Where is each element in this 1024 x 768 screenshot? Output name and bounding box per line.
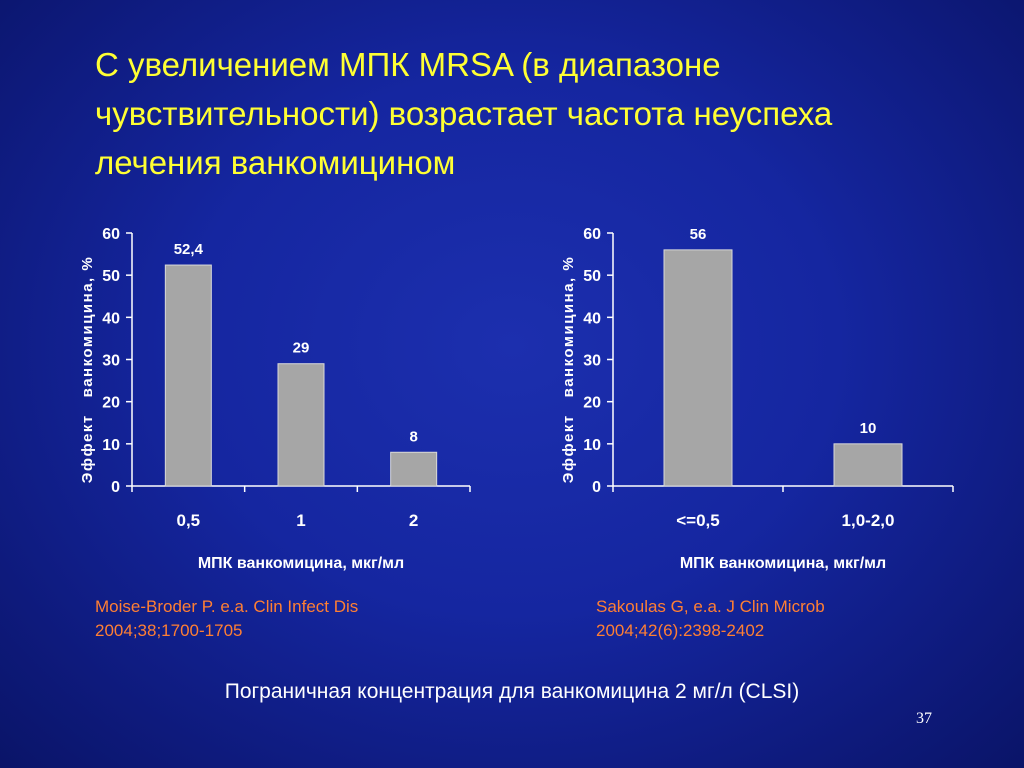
y-tick-label: 10 xyxy=(583,437,601,454)
bar xyxy=(390,451,438,487)
x-tick-label: 1,0-2,0 xyxy=(842,511,895,530)
bar xyxy=(833,443,903,487)
y-tick-label: 50 xyxy=(583,268,601,285)
bar xyxy=(277,363,325,487)
y-tick-label: 10 xyxy=(102,437,120,454)
y-axis-title: Эффект ванкомицина, % xyxy=(79,256,96,483)
slide-number: 37 xyxy=(916,710,932,727)
bar-data-label: 29 xyxy=(293,340,310,357)
y-tick-label: 40 xyxy=(102,310,120,327)
y-tick-label: 60 xyxy=(583,226,601,243)
bar xyxy=(663,249,733,487)
bar-data-label: 8 xyxy=(409,428,417,445)
bar-data-label: 52,4 xyxy=(174,241,204,258)
y-tick-label: 20 xyxy=(583,395,601,412)
y-tick-label: 30 xyxy=(102,353,120,370)
bar-data-label: 56 xyxy=(690,226,707,243)
y-axis-title: Эффект ванкомицина, % xyxy=(560,256,577,483)
bar-chart-right: 0 10 20 30 40 50 60 56 <=0,5 10 1,0-2,0 МПК ванкоми… xyxy=(560,226,954,572)
footer-note: Пограничная концентрация для ванкомицина… xyxy=(224,680,800,703)
x-tick-label: 1 xyxy=(296,511,305,530)
y-tick-label: 20 xyxy=(102,395,120,412)
reference-left: Moise-Broder P. e.a. Clin Infect Dis 200… xyxy=(95,597,359,640)
bar-data-label: 10 xyxy=(860,420,877,437)
x-axis-title: МПК ванкомицина, мкг/мл xyxy=(198,555,404,572)
y-tick-label: 0 xyxy=(592,479,601,496)
y-tick-label: 40 xyxy=(583,310,601,327)
y-tick-label: 30 xyxy=(583,353,601,370)
bar xyxy=(164,264,212,487)
y-tick-label: 50 xyxy=(102,268,120,285)
y-tick-label: 0 xyxy=(111,479,120,496)
slide-title: С увеличением МПК MRSA (в диапазоне чувс… xyxy=(95,46,833,181)
x-axis-title: МПК ванкомицина, мкг/мл xyxy=(680,555,886,572)
bar-chart-left: 0 10 20 30 40 50 60 52,4 0,5 29 1 8 2 МПК ванкомицина… xyxy=(79,226,471,572)
x-tick-label: 2 xyxy=(409,511,418,530)
x-tick-label: <=0,5 xyxy=(676,511,720,530)
reference-right: Sakoulas G, e.a. J Clin Microb 2004;42(6… xyxy=(596,597,825,640)
x-tick-label: 0,5 xyxy=(177,511,201,530)
y-tick-label: 60 xyxy=(102,226,120,243)
